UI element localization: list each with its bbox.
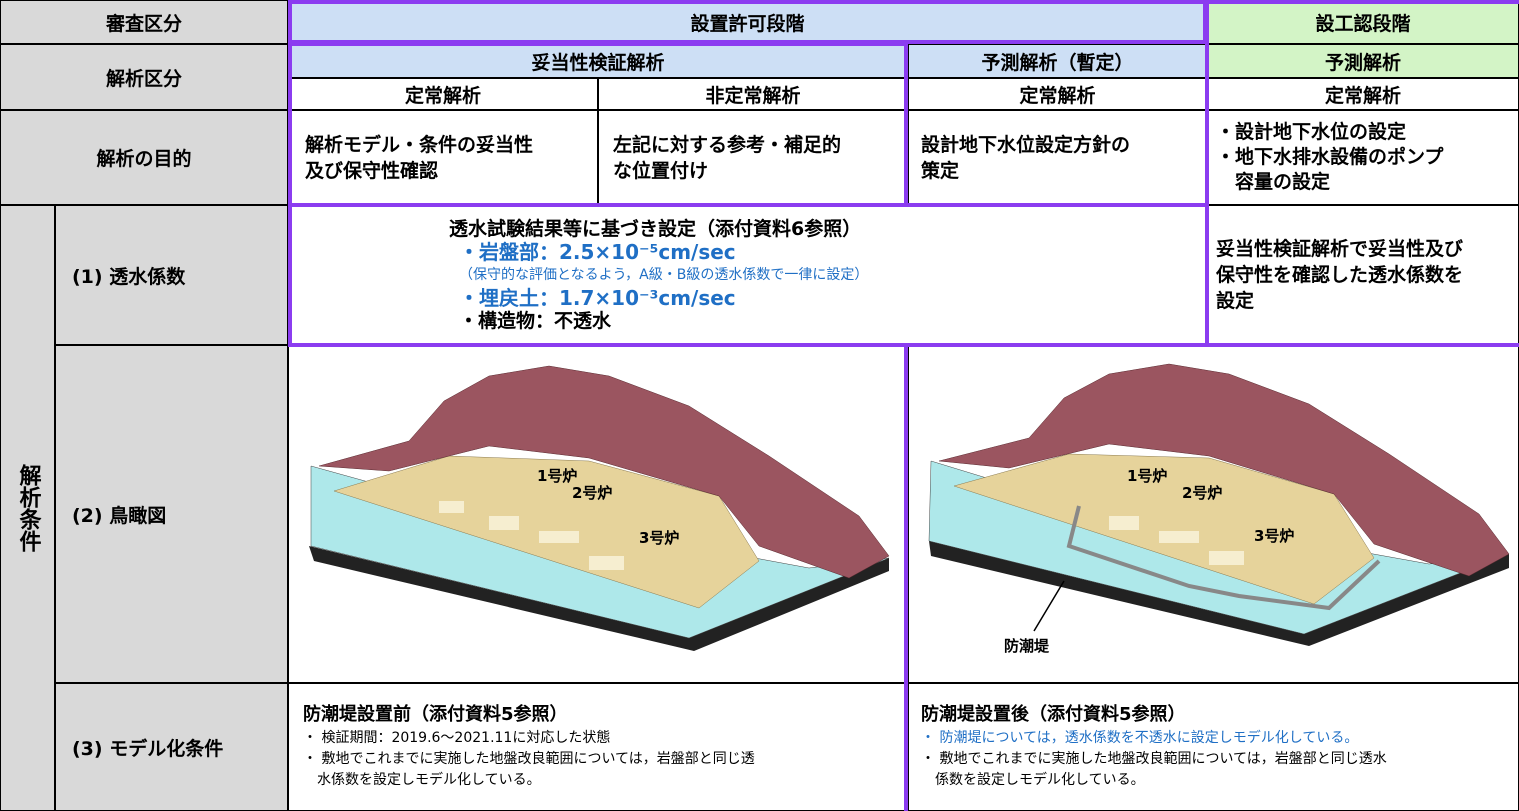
- text: ・地下水排水設備のポンプ: [1216, 146, 1444, 168]
- cell: 1号炉 2号炉 3号炉 防潮堤: [908, 345, 1519, 683]
- label: (3) モデル化条件: [72, 737, 224, 760]
- text: 及び保守性確認: [305, 159, 439, 182]
- label: 定常解析: [1324, 84, 1401, 107]
- seawall-label: 防潮堤: [1004, 637, 1050, 655]
- text: 係数を設定しモデル化している。: [921, 771, 1145, 788]
- cell: 解析モデル・条件の妥当性 及び保守性確認: [288, 110, 598, 205]
- unit-label: 1号炉: [1127, 467, 1167, 485]
- text: な位置付け: [613, 159, 709, 182]
- text: 防潮堤設置後（添付資料5参照）: [921, 703, 1186, 725]
- label: 定常解析: [1019, 84, 1096, 107]
- cell: (1) 透水係数: [55, 205, 288, 345]
- text: 防潮堤設置前（添付資料5参照）: [303, 703, 568, 725]
- label: 非定常解析: [705, 84, 801, 107]
- text: （保守的な評価となるよう，A級・B級の透水係数で一律に設定）: [459, 266, 869, 283]
- cell: 防潮堤設置前（添付資料5参照） ・ 検証期間：2019.6～2021.11に対応…: [288, 683, 908, 811]
- text: ・ 防潮堤については，透水係数を不透水に設定しモデル化している。: [921, 729, 1359, 746]
- cell: 解析区分: [0, 44, 288, 110]
- cell: (3) モデル化条件: [55, 683, 288, 811]
- label: 予測解析: [1324, 51, 1401, 74]
- label: 設置許可段階: [690, 12, 805, 35]
- text: ・埋戻土：1.7×10⁻³cm/sec: [459, 285, 736, 310]
- cell: ・設計地下水位の設定・地下水排水設備のポンプ 容量の設定: [1207, 110, 1519, 205]
- label: (2) 鳥瞰図: [72, 504, 167, 527]
- cell: 設置許可段階: [288, 0, 1207, 44]
- text: 妥当性検証解析で妥当性及び: [1216, 238, 1464, 260]
- unit-label: 2号炉: [572, 484, 612, 502]
- label: 審査区分: [105, 12, 182, 35]
- birdseye-before: 1号炉 2号炉 3号炉: [309, 365, 890, 651]
- cell: 左記に対する参考・補足的 な位置付け: [598, 110, 908, 205]
- text: 水係数を設定しモデル化している。: [303, 771, 541, 788]
- text: ・岩盤部：2.5×10⁻⁵cm/sec: [459, 239, 736, 264]
- cell: 透水試験結果等に基づき設定（添付資料6参照） ・岩盤部：2.5×10⁻⁵cm/s…: [288, 205, 1207, 345]
- cell: 定常解析: [288, 78, 598, 110]
- unit-label: 1号炉: [537, 467, 577, 485]
- label: 解析の目的: [96, 148, 192, 170]
- birdseye-after: 1号炉 2号炉 3号炉 防潮堤: [928, 363, 1510, 655]
- cell: 予測解析（暫定）: [908, 44, 1207, 78]
- text: ・ 敷地でこれまでに実施した地盤改良範囲については，岩盤部と同じ透水: [921, 750, 1387, 767]
- cell: 予測解析: [1207, 44, 1519, 78]
- text: ・設計地下水位の設定: [1216, 121, 1407, 143]
- text: 解析モデル・条件の妥当性: [305, 133, 534, 156]
- label: 解析区分: [105, 67, 182, 90]
- unit-label: 3号炉: [639, 529, 679, 547]
- label: 予測解析（暫定）: [981, 51, 1134, 74]
- text: 左記に対する参考・補足的: [613, 133, 842, 156]
- label: 定常解析: [404, 84, 481, 107]
- unit-label: 3号炉: [1254, 527, 1294, 545]
- cell: 審査区分: [0, 0, 288, 44]
- label: 設工認段階: [1315, 12, 1411, 35]
- unit-label: 2号炉: [1182, 484, 1222, 502]
- cell: 非定常解析: [598, 78, 908, 110]
- cell: 解析条件: [0, 205, 55, 811]
- cell: 定常解析: [1207, 78, 1519, 110]
- text: 透水試験結果等に基づき設定（添付資料6参照）: [449, 217, 862, 240]
- text: 容量の設定: [1216, 171, 1331, 193]
- label: 妥当性検証解析: [531, 51, 665, 74]
- cell: 設工認段階: [1207, 0, 1519, 44]
- text: 設計地下水位設定方針の: [921, 133, 1131, 156]
- text: 保守性を確認した透水係数を: [1216, 264, 1464, 286]
- text: ・ 敷地でこれまでに実施した地盤改良範囲については，岩盤部と同じ透: [303, 750, 755, 767]
- cell: 定常解析: [908, 78, 1207, 110]
- cell: 防潮堤設置後（添付資料5参照） ・ 防潮堤については，透水係数を不透水に設定しモ…: [908, 683, 1519, 811]
- text: 策定: [921, 159, 960, 182]
- text: ・ 検証期間：2019.6～2021.11に対応した状態: [303, 729, 611, 746]
- cell: (2) 鳥瞰図: [55, 345, 288, 683]
- label: (1) 透水係数: [72, 265, 186, 288]
- cell: 解析の目的: [0, 110, 288, 205]
- text: ・構造物：不透水: [459, 309, 612, 332]
- cell: 妥当性検証解析: [288, 44, 908, 78]
- cell: 1号炉 2号炉 3号炉: [288, 345, 908, 683]
- cell: 設計地下水位設定方針の 策定: [908, 110, 1207, 205]
- label: 解析条件: [15, 464, 41, 552]
- text: 設定: [1216, 290, 1255, 312]
- cell: 妥当性検証解析で妥当性及び 保守性を確認した透水係数を 設定: [1207, 205, 1519, 345]
